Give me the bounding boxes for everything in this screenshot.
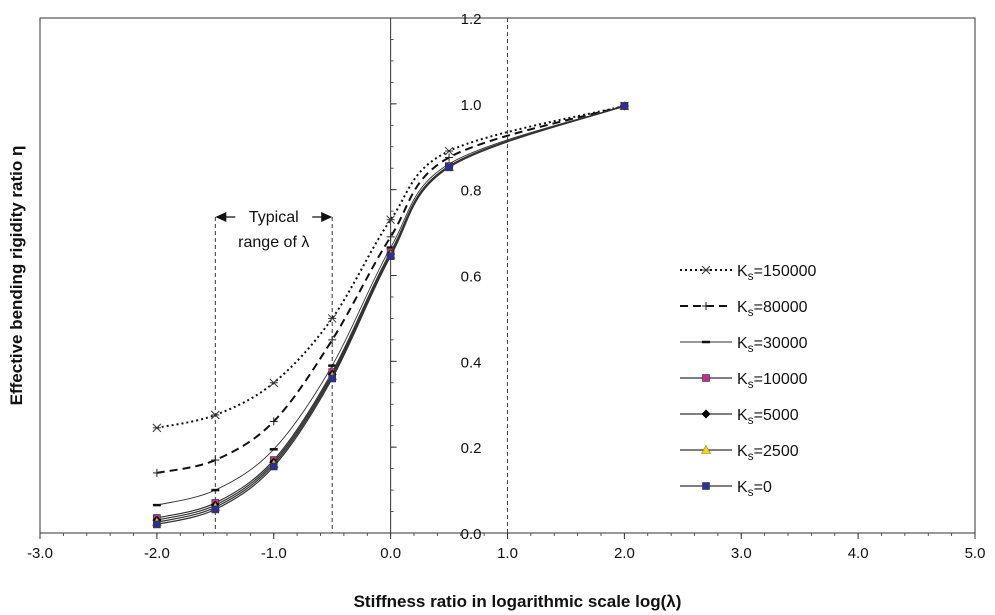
y-tick-label: 0.0 <box>461 526 482 543</box>
data-point <box>153 520 161 529</box>
legend-label: Ks=10000 <box>737 371 808 391</box>
x-tick-label: 0.0 <box>380 545 401 562</box>
data-point <box>620 102 629 110</box>
annotation-lambda-symbol: λ <box>301 234 309 251</box>
legend-label-rest: =10000 <box>754 371 808 388</box>
series-layer <box>151 100 630 529</box>
y-tick-label: 0.4 <box>461 354 482 371</box>
data-point <box>386 252 395 260</box>
legend-label-rest: =0 <box>754 479 772 496</box>
legend-item: Ks=80000 <box>680 299 808 319</box>
data-point <box>445 163 453 172</box>
legend-swatch-marker <box>702 482 710 490</box>
x-tick-label: -2.0 <box>144 545 170 562</box>
legend-item: Ks=2500 <box>680 443 799 463</box>
legend-label-subscript: s <box>748 305 754 319</box>
legend-label-rest: =2500 <box>754 443 799 460</box>
x-tick-label: 3.0 <box>731 545 752 562</box>
legend-label-main: K <box>737 407 748 424</box>
y-tick-label: 0.6 <box>461 269 482 286</box>
series-line <box>156 105 625 474</box>
legend-swatch-marker <box>701 409 711 419</box>
legend-item: Ks=10000 <box>680 371 808 391</box>
y-axis-title: Effective bending rigidity ratio η <box>7 146 26 406</box>
legend-label-main: K <box>737 299 748 316</box>
axes: -3.0 -2.0 -1.0 0.0 1.0 2.0 3.0 4.0 5.0 0.0 0.2 0.4 0… <box>27 11 985 562</box>
legend-label-subscript: s <box>748 485 754 499</box>
legend: Ks=150000Ks=80000Ks=30000Ks=10000Ks=5000… <box>680 263 817 499</box>
legend-swatch-marker <box>702 374 710 382</box>
legend-label-subscript: s <box>748 341 754 355</box>
legend-swatch-marker <box>700 444 712 454</box>
legend-label-rest: =80000 <box>754 299 808 316</box>
series-line <box>156 105 625 521</box>
x-tick-label: 4.0 <box>848 545 869 562</box>
series-line <box>156 105 625 525</box>
y-tick-label: 1.2 <box>461 11 482 28</box>
legend-label-main: K <box>737 335 748 352</box>
legend-label-subscript: s <box>748 269 754 283</box>
legend-label-rest: =30000 <box>754 335 808 352</box>
x-tick-label: 2.0 <box>614 545 635 562</box>
annotation-line2: range of λ <box>238 234 309 251</box>
legend-item: Ks=0 <box>680 479 772 499</box>
y-tick-label: 1.0 <box>461 97 482 114</box>
x-axis-title: Stiffness ratio in logarithmic scale log… <box>354 592 682 611</box>
legend-label-main: K <box>737 371 748 388</box>
legend-label-main: K <box>737 479 748 496</box>
legend-item: Ks=5000 <box>680 407 799 427</box>
legend-label: Ks=5000 <box>737 407 799 427</box>
data-point <box>269 462 278 471</box>
y-tick-label: 0.8 <box>461 183 482 200</box>
legend-label-main: K <box>737 263 748 280</box>
legend-label: Ks=150000 <box>737 263 817 283</box>
annotation-line2-prefix: range of <box>238 234 301 251</box>
legend-label-subscript: s <box>748 449 754 463</box>
x-tick-label: 5.0 <box>965 545 986 562</box>
series-line <box>156 105 625 429</box>
legend-label: Ks=2500 <box>737 443 799 463</box>
series-line <box>156 105 625 506</box>
y-tick-label: 0.2 <box>461 440 482 457</box>
annotation-line1: Typical <box>249 209 299 226</box>
x-tick-label: -3.0 <box>27 545 53 562</box>
legend-label: Ks=80000 <box>737 299 808 319</box>
legend-label: Ks=30000 <box>737 335 808 355</box>
series-ks-0 <box>153 102 629 529</box>
annotation: Typical range of λ <box>238 209 309 251</box>
legend-item: Ks=150000 <box>680 263 817 283</box>
legend-label-subscript: s <box>748 377 754 391</box>
x-tick-label: -1.0 <box>261 545 287 562</box>
legend-label: Ks=0 <box>737 479 772 499</box>
data-point <box>211 505 220 514</box>
legend-label-rest: =150000 <box>754 263 817 280</box>
legend-label-subscript: s <box>748 413 754 427</box>
data-point <box>328 374 336 383</box>
legend-item: Ks=30000 <box>680 335 808 355</box>
legend-label-main: K <box>737 443 748 460</box>
legend-label-rest: =5000 <box>754 407 799 424</box>
range-arrowhead-right <box>321 212 333 222</box>
range-arrowhead-left <box>215 212 227 222</box>
x-tick-label: 1.0 <box>497 545 518 562</box>
